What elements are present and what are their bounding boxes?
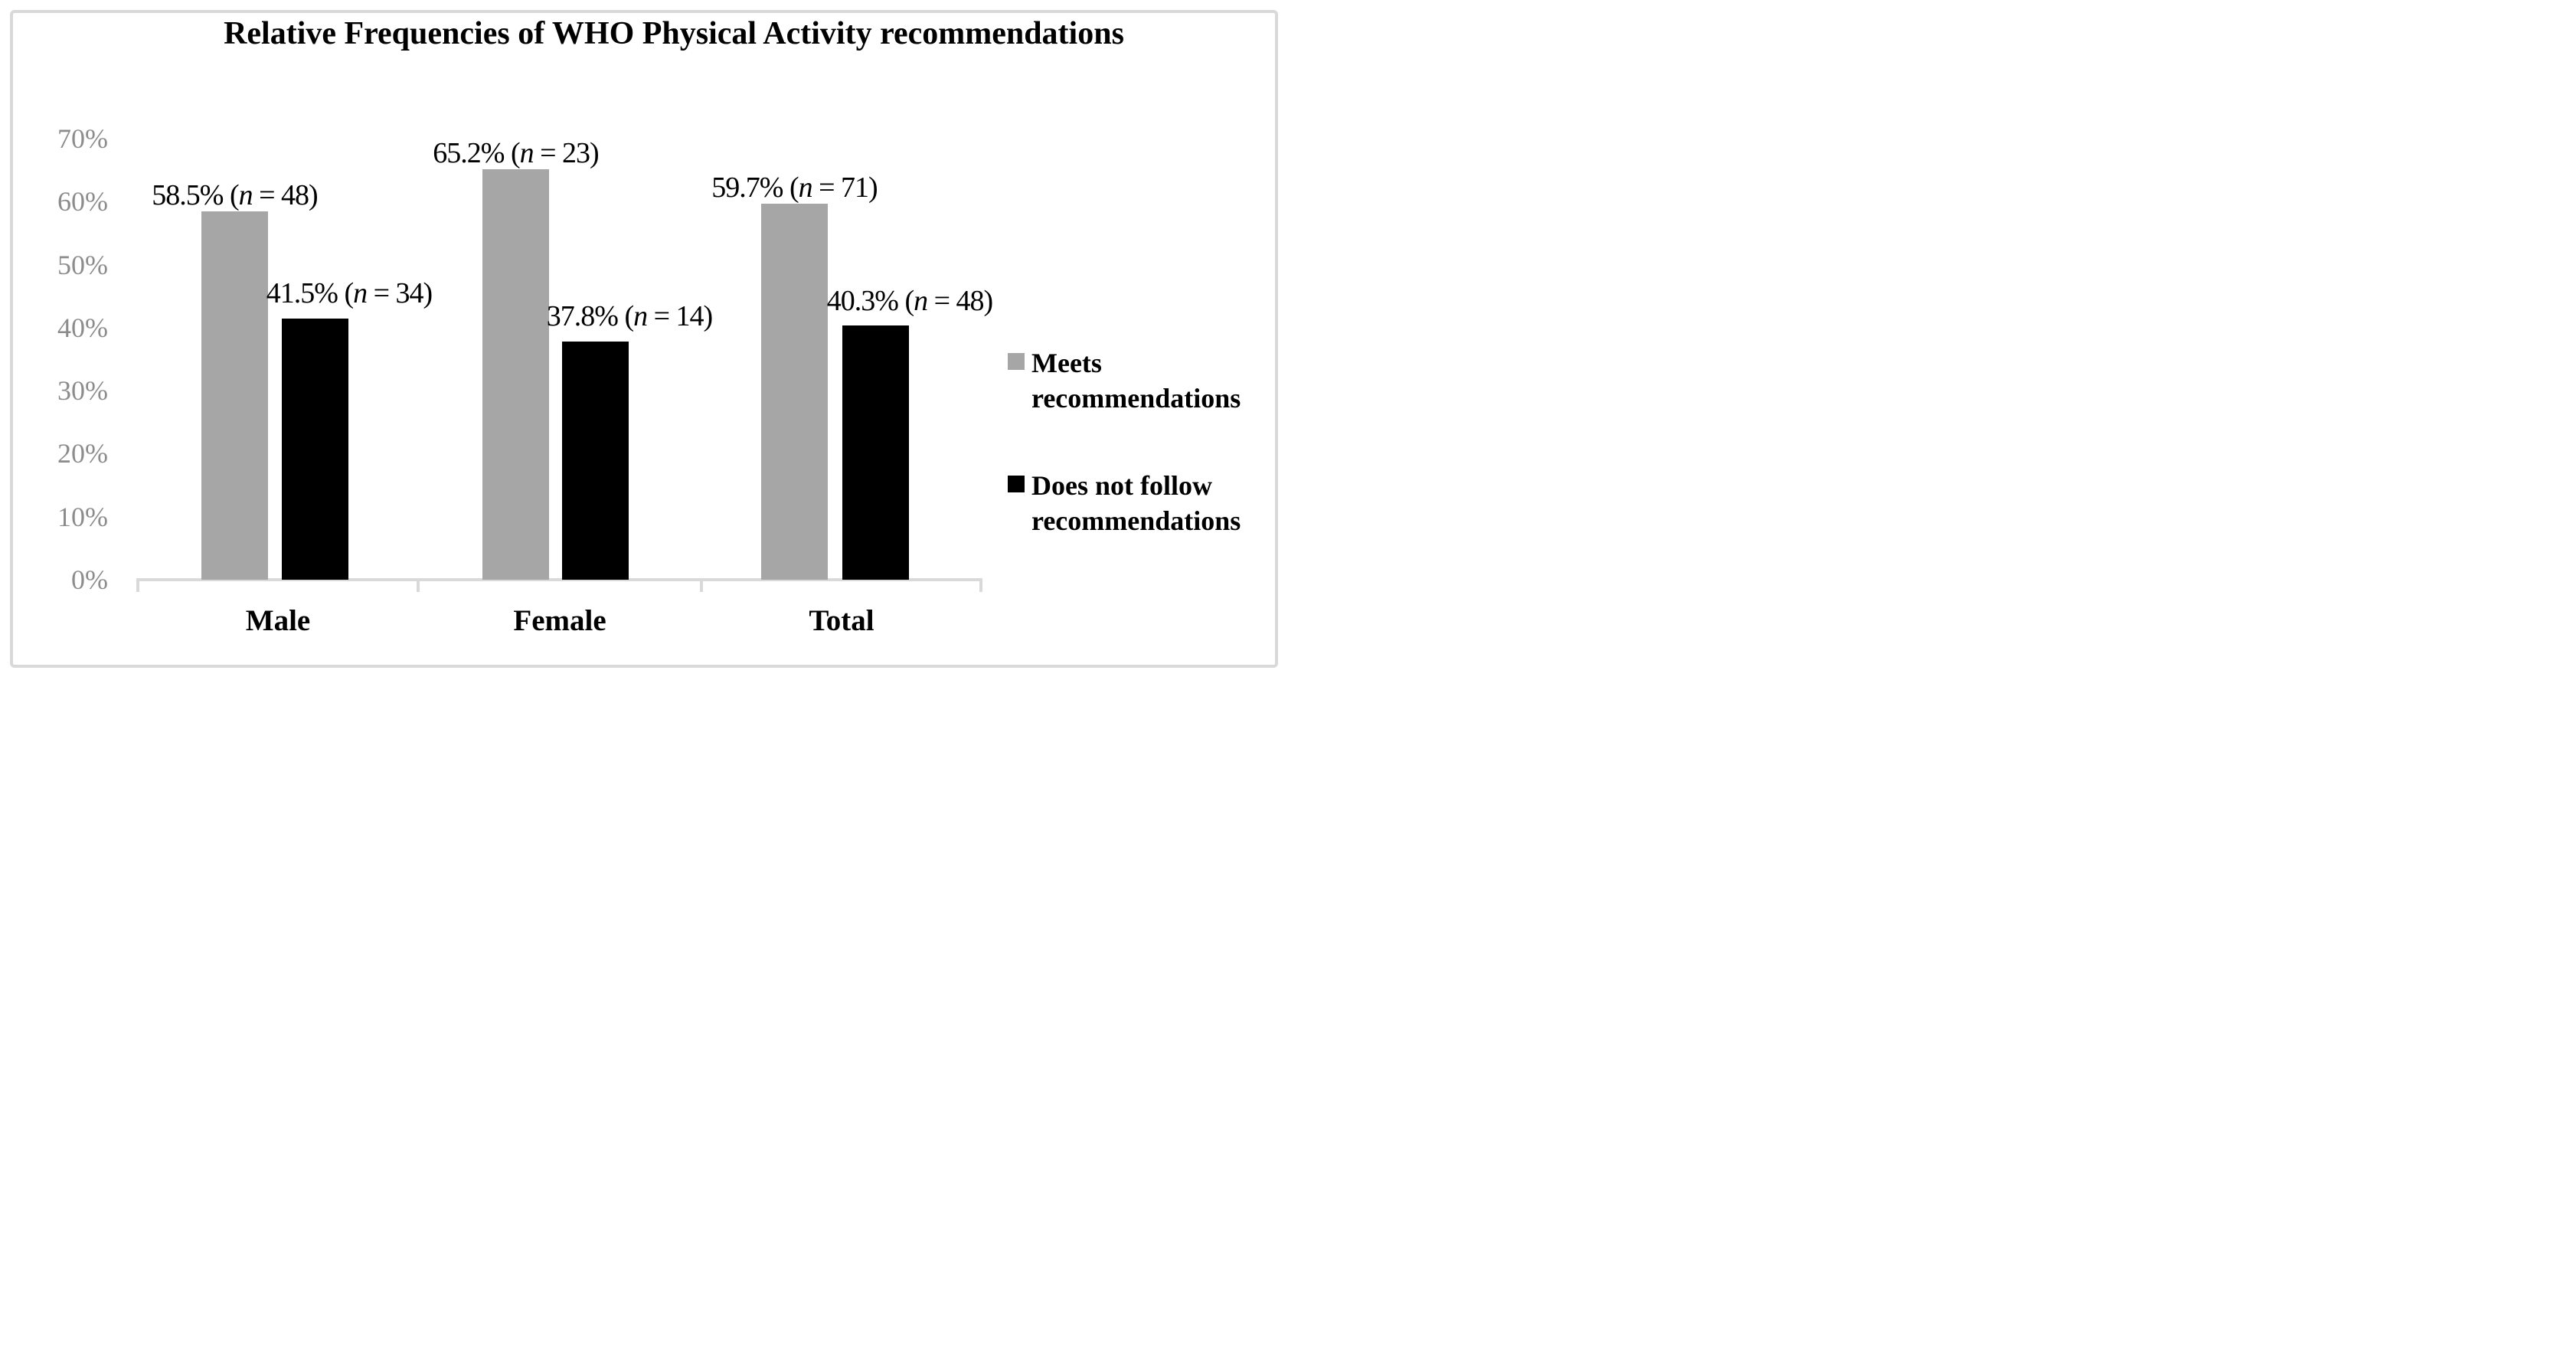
y-axis-tick-label-60: 60% (57, 186, 108, 217)
legend-item-meets-recommendations: Meets recommendations (1008, 345, 1277, 416)
bar-female-meets-recommendations (482, 168, 549, 580)
x-axis-tick-3 (979, 578, 982, 592)
y-axis-tick-label-20: 20% (57, 438, 108, 469)
bar-total-meets-recommendations (761, 203, 828, 580)
chart-page: Relative Frequencies of WHO Physical Act… (0, 0, 1288, 678)
category-label-male: Male (245, 604, 311, 637)
bar-male-does-not-follow-recommendations (282, 318, 348, 580)
bar-label-male-meets-recommendations: 58.5% (n = 48) (152, 178, 318, 211)
legend-label-meets-recommendations: Meets recommendations (1031, 348, 1241, 414)
y-axis-tick-label-70: 70% (57, 123, 108, 154)
x-axis-line (138, 578, 981, 581)
x-axis-tick-0 (136, 578, 139, 592)
y-axis-tick-label-50: 50% (57, 249, 108, 280)
bar-male-meets-recommendations (201, 211, 268, 580)
chart-frame-border (10, 10, 1278, 668)
bar-label-female-does-not-follow-recommendations: 37.8% (n = 14) (546, 300, 713, 333)
bar-total-does-not-follow-recommendations (842, 325, 909, 580)
legend-item-does-not-follow-recommendations: Does not follow recommendations (1008, 468, 1277, 538)
bar-label-total-does-not-follow-recommendations: 40.3% (n = 48) (826, 284, 993, 317)
x-axis-tick-1 (417, 578, 420, 592)
legend-swatch-does-not-follow-recommendations-icon (1008, 476, 1025, 492)
y-axis-tick-label-30: 30% (57, 375, 108, 407)
y-axis-tick-label-10: 10% (57, 501, 108, 532)
bar-label-total-meets-recommendations: 59.7% (n = 71) (711, 171, 878, 204)
legend-swatch-meets-recommendations-icon (1008, 353, 1025, 370)
chart-title: Relative Frequencies of WHO Physical Act… (224, 16, 1124, 51)
category-label-female: Female (513, 604, 606, 637)
legend-label-does-not-follow-recommendations: Does not follow recommendations (1031, 470, 1241, 536)
x-axis-tick-2 (700, 578, 703, 592)
bar-label-female-meets-recommendations: 65.2% (n = 23) (433, 136, 599, 169)
y-axis-tick-label-0: 0% (71, 564, 108, 595)
bar-female-does-not-follow-recommendations (562, 342, 629, 580)
category-label-total: Total (809, 604, 874, 637)
bar-label-male-does-not-follow-recommendations: 41.5% (n = 34) (266, 276, 433, 309)
y-axis-tick-label-40: 40% (57, 312, 108, 343)
